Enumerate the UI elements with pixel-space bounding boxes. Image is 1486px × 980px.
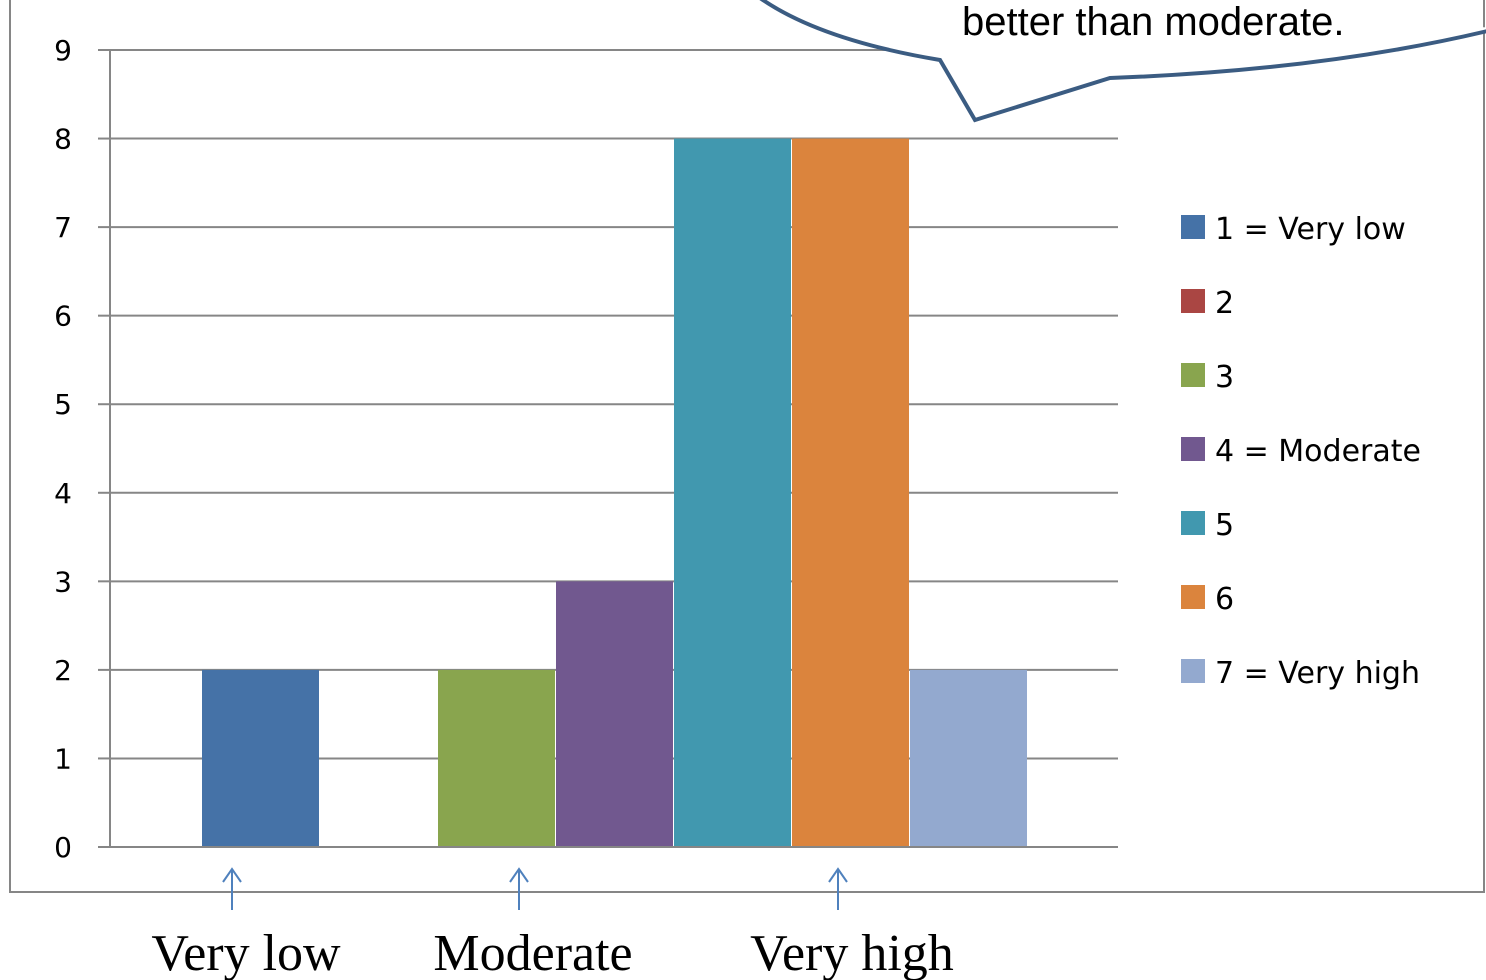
y-tick-label: 4: [54, 477, 72, 510]
bar-1: [202, 669, 319, 847]
y-tick-labels: 0 1 2 3 4 5 6 7 8 9: [54, 34, 72, 864]
scale-markers: Very low Moderate Very high: [151, 867, 954, 980]
bar-6: [792, 138, 909, 848]
legend-swatch: [1181, 215, 1205, 239]
legend-swatch: [1181, 511, 1205, 535]
legend-swatch: [1181, 437, 1205, 461]
bar-3: [438, 669, 555, 847]
legend-label: 3: [1215, 360, 1234, 395]
y-tick-label: 3: [54, 565, 72, 598]
legend-swatch: [1181, 585, 1205, 609]
marker-arrow-head: [509, 867, 529, 883]
y-tick-label: 2: [54, 654, 72, 687]
y-tick-label: 7: [54, 211, 72, 244]
y-tick-label: 6: [54, 300, 72, 333]
y-tick-label: 1: [54, 742, 72, 775]
y-tick-label: 0: [54, 831, 72, 864]
callout-text: better than moderate.: [962, 0, 1344, 44]
legend-label: 5: [1215, 508, 1234, 543]
legend-label: 6: [1215, 582, 1234, 617]
bar-5: [674, 138, 791, 848]
legend-swatch: [1181, 289, 1205, 313]
legend: 1 = Very low 2 3 4 = Moderate 5 6 7 = Very hig…: [1181, 212, 1421, 691]
callout-bubble: better than moderate.: [759, 0, 1486, 123]
bars: [202, 138, 1027, 848]
scale-marker-label: Very high: [750, 925, 954, 980]
bar-7: [910, 669, 1027, 847]
legend-label: 1 = Very low: [1215, 212, 1406, 247]
legend-label: 2: [1215, 286, 1234, 321]
y-tick-label: 5: [54, 388, 72, 421]
legend-swatch: [1181, 659, 1205, 683]
marker-arrow-head: [828, 867, 848, 883]
legend-swatch: [1181, 363, 1205, 387]
y-tick-label: 9: [54, 34, 72, 67]
scale-marker-label: Moderate: [433, 925, 632, 980]
legend-label: 4 = Moderate: [1215, 434, 1421, 469]
bar-4: [556, 581, 673, 847]
axes: [98, 49, 1118, 848]
scale-marker-label: Very low: [151, 925, 341, 980]
y-tick-label: 8: [54, 123, 72, 156]
callout-outline: [759, 0, 1486, 123]
legend-label: 7 = Very high: [1215, 656, 1420, 691]
marker-arrow-head: [222, 867, 242, 883]
